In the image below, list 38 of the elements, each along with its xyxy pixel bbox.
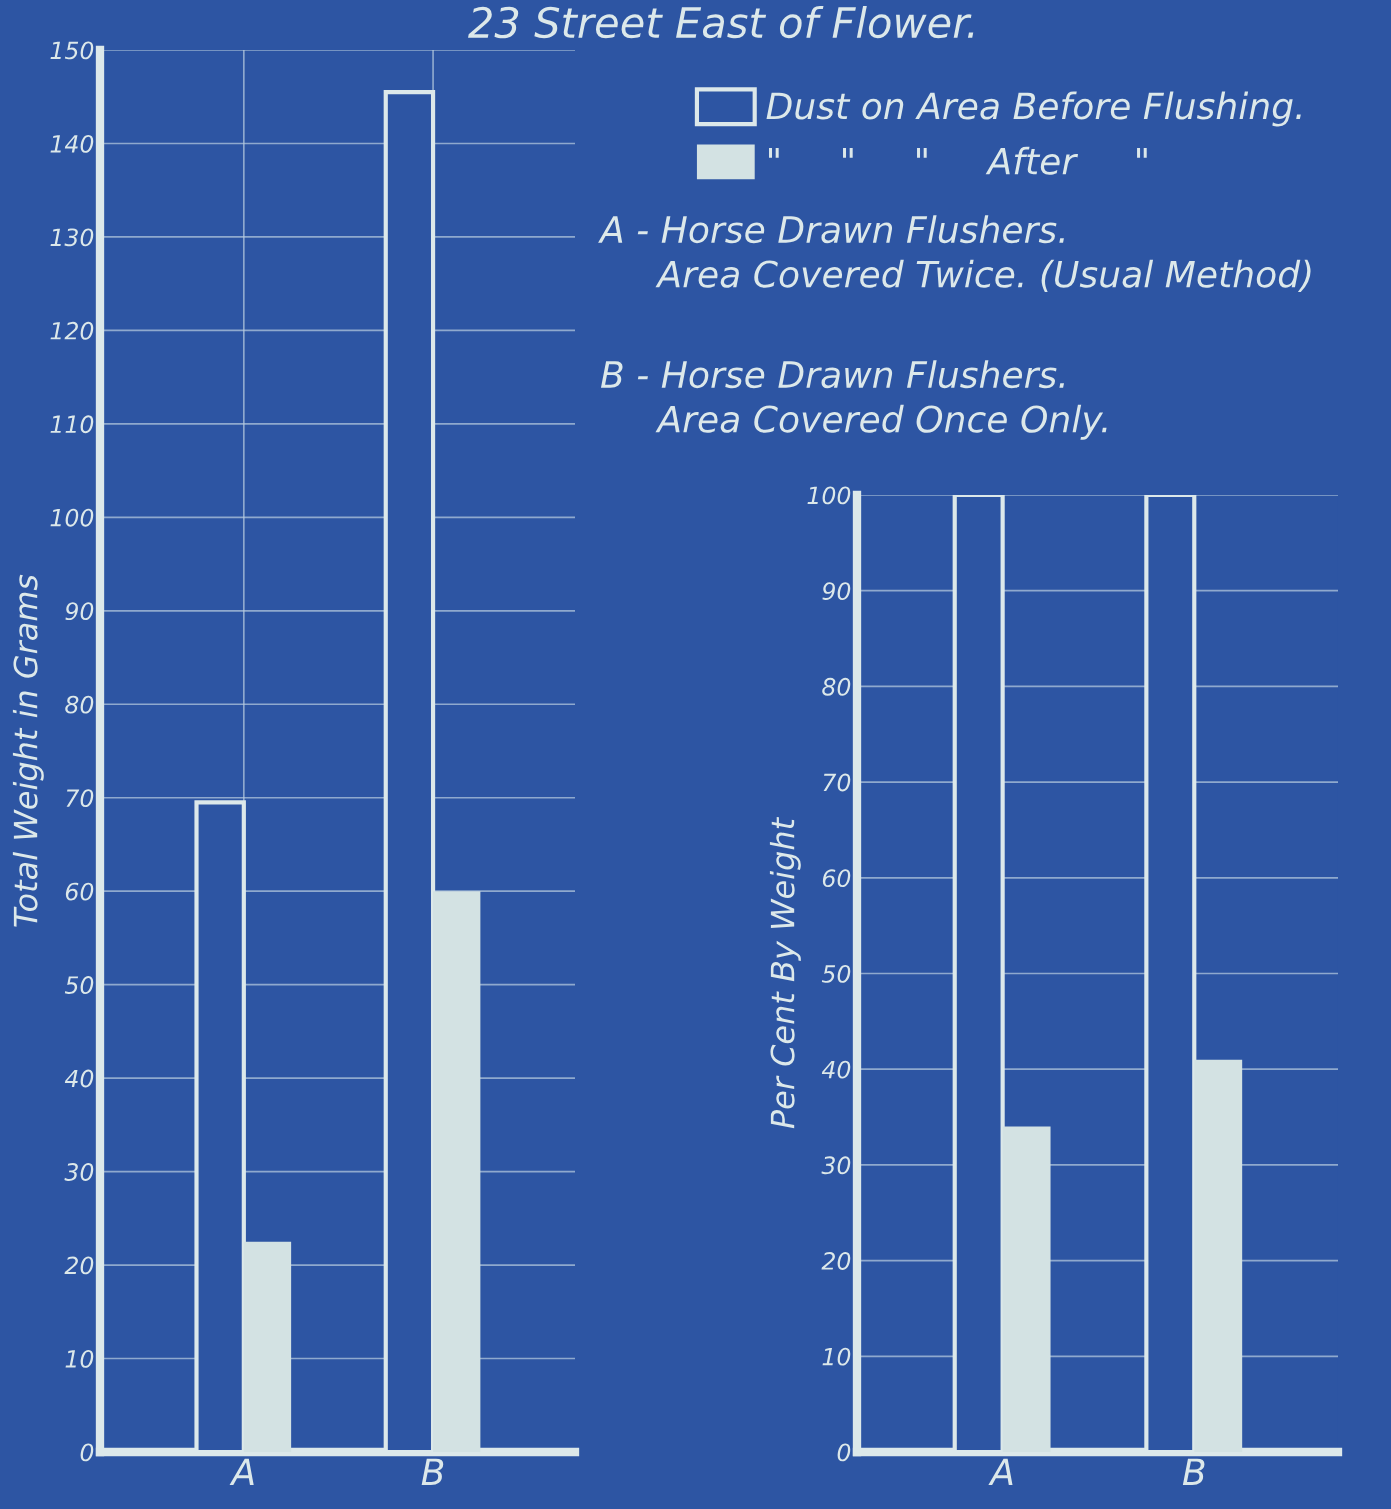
y-tick-label: 30 xyxy=(821,1156,851,1175)
y-tick-label: 110 xyxy=(50,415,94,434)
legend-label: Dust on Area Before Flushing. xyxy=(766,91,1301,127)
y-tick-label: 40 xyxy=(64,1069,94,1088)
y-tick-label: 20 xyxy=(64,1256,94,1275)
x-tick-label: B xyxy=(1182,1458,1205,1485)
x-tick-label: A xyxy=(988,1458,1013,1485)
text: B - Horse Drawn Flushers. Area Covered Once Only. xyxy=(600,360,1107,440)
y-tick-label: 150 xyxy=(50,41,94,60)
y-axis-title: Total Weight in Grams xyxy=(12,574,44,927)
text: 23 Street East of Flower. xyxy=(468,6,974,39)
y-tick-label: 0 xyxy=(837,1443,851,1462)
x-tick-label: B xyxy=(421,1458,444,1485)
y-tick-label: 0 xyxy=(80,1443,94,1462)
y-tick-label: 90 xyxy=(65,602,94,621)
y-tick-label: 80 xyxy=(822,677,851,696)
y-tick-label: 40 xyxy=(821,1060,851,1079)
y-tick-label: 80 xyxy=(65,695,94,714)
y-tick-label: 70 xyxy=(823,773,851,792)
y-tick-label: 140 xyxy=(50,134,94,153)
y-tick-label: 30 xyxy=(64,1163,94,1181)
y-tick-label: 60 xyxy=(822,869,851,888)
x-tick-label: A xyxy=(229,1458,254,1485)
y-tick-label: 10 xyxy=(822,1347,851,1366)
y-tick-label: 50 xyxy=(64,976,94,994)
legend-label: " " " After " xyxy=(769,146,1147,175)
y-tick-label: 60 xyxy=(65,882,94,901)
y-tick-label: 20 xyxy=(821,1252,851,1270)
y-tick-label: 70 xyxy=(66,789,94,808)
y-tick-label: 10 xyxy=(65,1349,94,1368)
y-tick-label: 100 xyxy=(50,508,94,527)
y-tick-label: 90 xyxy=(822,582,851,601)
y-axis-title: Per Cent By Weight xyxy=(769,816,801,1129)
y-tick-label: 100 xyxy=(807,486,851,505)
y-tick-label: 50 xyxy=(821,964,851,983)
y-tick-label: 120 xyxy=(50,321,94,340)
y-tick-label: 130 xyxy=(50,228,94,247)
text: A - Horse Drawn Flushers. Area Covered Twice. (Usual Method) xyxy=(598,215,1311,292)
